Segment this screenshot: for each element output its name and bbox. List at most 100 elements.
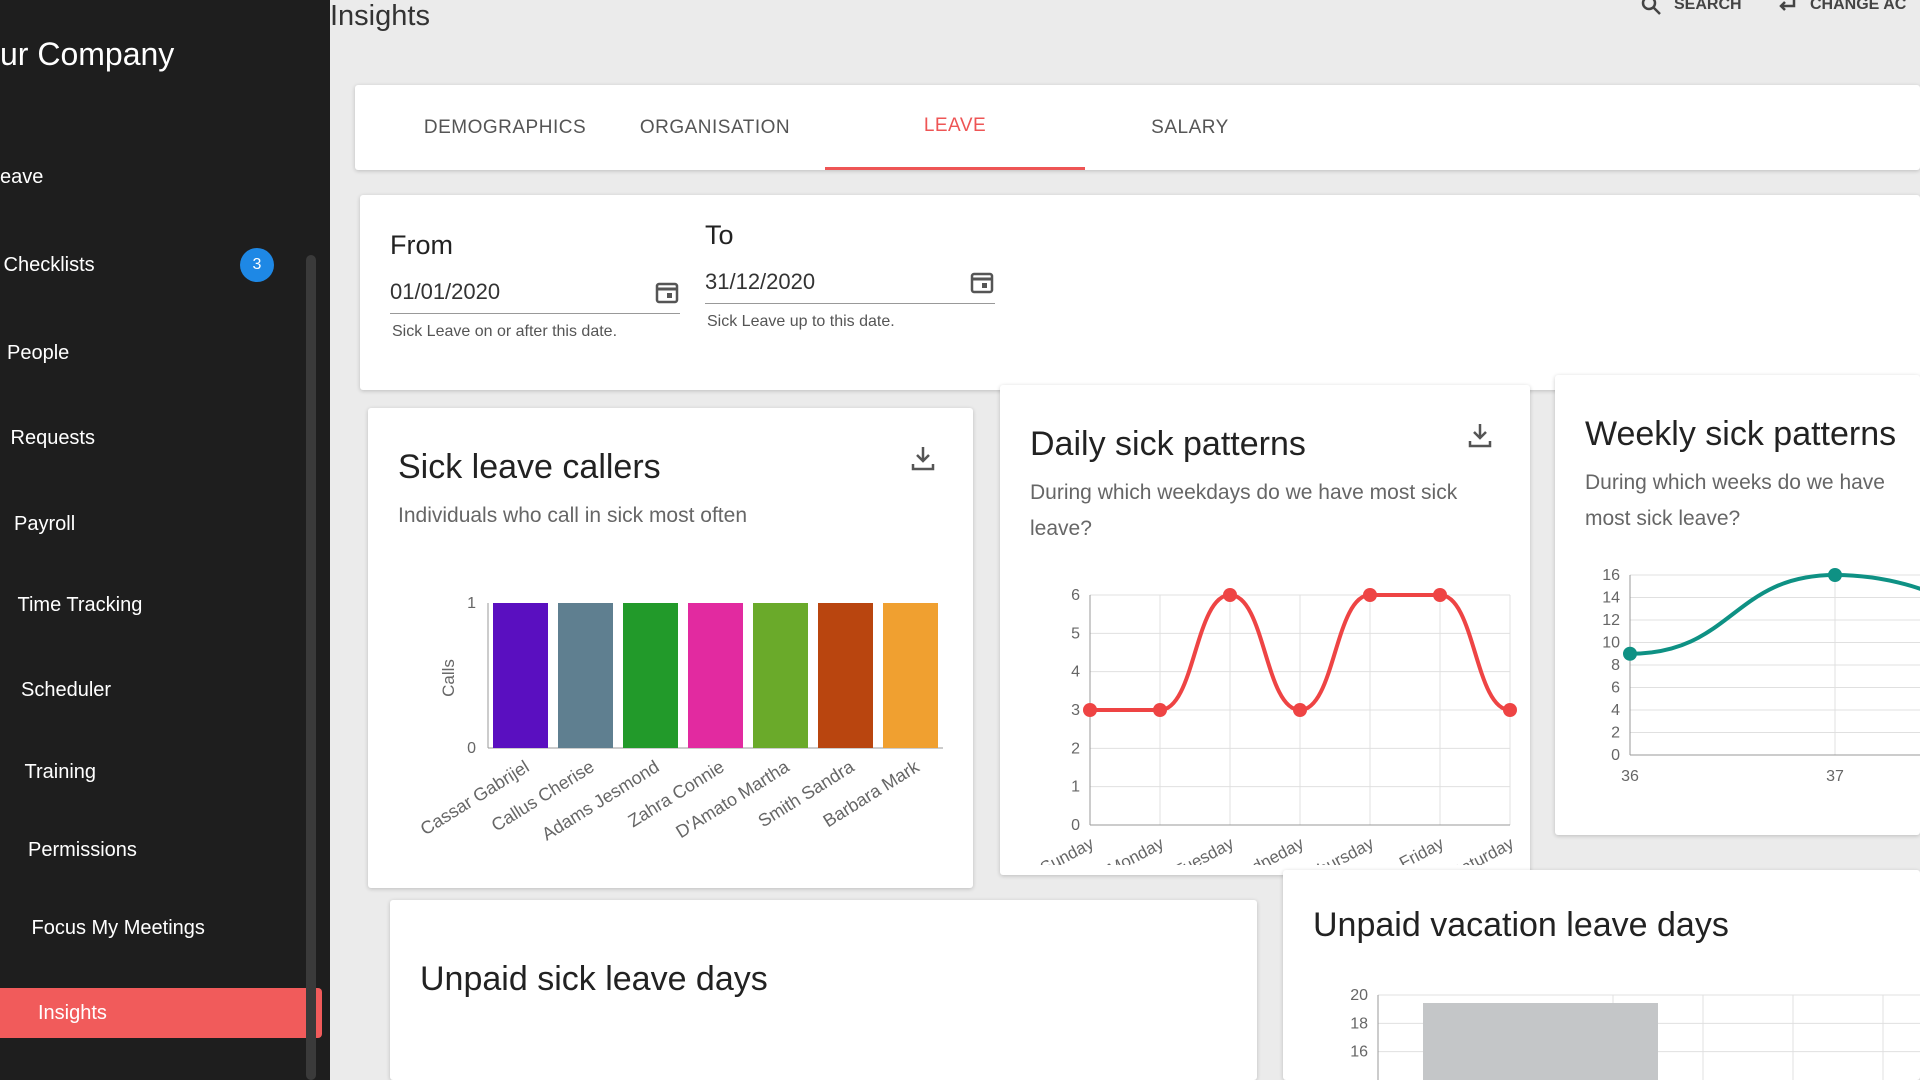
- sidebar-item[interactable]: Payroll: [0, 499, 322, 549]
- sidebar-item[interactable]: Checklists 3: [0, 240, 322, 290]
- y-tick-label: 3: [1071, 702, 1080, 719]
- company-name: ur Company: [0, 36, 175, 72]
- card-title: Unpaid vacation leave days: [1313, 906, 1729, 944]
- from-helper: Sick Leave on or after this date.: [392, 323, 618, 340]
- sidebar-item[interactable]: Focus My Meetings: [0, 903, 322, 953]
- x-tick-label: Friday: [1396, 834, 1447, 865]
- calendar-icon[interactable]: [654, 279, 680, 305]
- to-helper: Sick Leave up to this date.: [707, 313, 895, 330]
- sidebar-item[interactable]: Scheduler: [0, 665, 322, 715]
- weekly-sick-chart: 0 2 4 6 8 10 12 14 16 36 37: [1602, 567, 1920, 785]
- y-tick-label: 6: [1611, 680, 1620, 697]
- y-tick-label: 2: [1071, 740, 1080, 757]
- data-point: [1623, 646, 1637, 661]
- x-tick-label: 37: [1826, 768, 1844, 785]
- y-tick-label: 12: [1602, 612, 1620, 629]
- unpaid-sick-leave-card: Unpaid sick leave days: [390, 900, 1257, 1080]
- y-axis-label: Calls: [439, 659, 458, 697]
- y-tick-label: 0: [1611, 747, 1620, 764]
- data-point: [1503, 703, 1517, 717]
- change-account-button[interactable]: CHANGE AC: [1776, 0, 1906, 16]
- bar: [818, 603, 873, 748]
- sidebar-item[interactable]: Time Tracking: [0, 580, 322, 630]
- bar: [623, 603, 678, 748]
- daily-sick-patterns-card: Daily sick patterns During which weekday…: [1000, 385, 1530, 875]
- x-tick-label: Tuesday: [1171, 834, 1237, 865]
- tab-bar: DEMOGRAPHICS ORGANISATION LEAVE SALARY: [355, 85, 1920, 170]
- y-tick-label: 4: [1071, 664, 1080, 681]
- sidebar-item-label: Training: [24, 760, 97, 783]
- y-tick-label: 2: [1611, 725, 1620, 742]
- sick-leave-callers-card: Sick leave callers Individuals who call …: [368, 408, 973, 888]
- x-tick-label: Thursday: [1305, 834, 1377, 865]
- tab-leave[interactable]: LEAVE: [825, 85, 1085, 170]
- search-button[interactable]: SEARCH: [1640, 0, 1742, 16]
- card-subtitle: Individuals who call in sick most often: [398, 504, 747, 527]
- to-date-input[interactable]: 31/12/2020: [705, 260, 995, 304]
- daily-sick-chart: 0 1 2 3 4 5 6 Sunday Monday TuesdayWednedayThursd…: [1037, 587, 1517, 865]
- unpaid-vacation-leave-card: Unpaid vacation leave days 16 18 20: [1283, 870, 1920, 1080]
- sidebar-item[interactable]: People: [0, 328, 322, 378]
- y-tick-label: 5: [1071, 625, 1080, 642]
- series-line: [1629, 572, 1920, 656]
- unpaid-vacation-chart: 16 18 20: [1350, 987, 1920, 1080]
- download-icon[interactable]: [1466, 421, 1494, 449]
- card-title: Unpaid sick leave days: [420, 960, 768, 998]
- sidebar-item[interactable]: Requests: [0, 413, 322, 463]
- card-subtitle: During which weekdays do we have most si…: [1030, 481, 1458, 540]
- data-point: [1083, 703, 1097, 717]
- bar: [493, 603, 548, 748]
- card-subtitle: During which weeks do we have most sick …: [1585, 471, 1885, 530]
- x-tick-label: Cassar Gabrijel: [417, 756, 533, 839]
- sidebar-item-label: eave: [0, 165, 44, 188]
- tab-organisation[interactable]: ORGANISATION: [639, 116, 791, 138]
- x-tick-label: Sunday: [1037, 834, 1097, 865]
- card-title: Daily sick patterns: [1030, 425, 1306, 463]
- to-label: To: [705, 220, 734, 250]
- y-tick-label: 16: [1350, 1044, 1368, 1061]
- y-tick-label: 18: [1350, 1015, 1368, 1032]
- y-tick-label: 4: [1611, 702, 1620, 719]
- y-tick-label: 14: [1602, 590, 1620, 607]
- sidebar-item-label: Checklists: [3, 253, 95, 276]
- sidebar-item-label: Focus My Meetings: [31, 916, 205, 939]
- calendar-icon[interactable]: [969, 269, 995, 295]
- x-tick-label: Saturday: [1448, 834, 1517, 865]
- x-tick-label: Monday: [1105, 834, 1168, 865]
- sidebar-item-label: Insights: [38, 1001, 107, 1024]
- bar: [883, 603, 938, 748]
- data-point: [1828, 568, 1842, 582]
- x-tick-label: 36: [1621, 768, 1639, 785]
- card-title: Weekly sick patterns: [1585, 415, 1897, 453]
- change-account-label: CHANGE AC: [1810, 0, 1907, 13]
- y-tick-label: 16: [1602, 567, 1620, 584]
- y-tick-label: 1: [1071, 779, 1080, 796]
- download-icon[interactable]: [909, 444, 937, 472]
- y-tick-label: 1: [467, 595, 476, 612]
- search-label: SEARCH: [1674, 0, 1742, 13]
- y-tick-label: 0: [1071, 817, 1080, 834]
- sidebar-item[interactable]: Permissions: [0, 825, 322, 875]
- sidebar-item[interactable]: Training: [0, 747, 322, 797]
- sidebar-item[interactable]: eave: [0, 152, 322, 202]
- sidebar-item-label: People: [7, 341, 70, 364]
- data-point: [1153, 703, 1167, 717]
- bar: [558, 603, 613, 748]
- tab-demographics[interactable]: DEMOGRAPHICS: [423, 116, 587, 138]
- x-tick-label: Adams Jesmond: [538, 756, 662, 844]
- sidebar-item[interactable]: Insights: [0, 988, 322, 1038]
- data-point: [1293, 703, 1307, 717]
- data-point: [1363, 588, 1377, 602]
- from-label: From: [390, 230, 453, 260]
- from-date-value: 01/01/2020: [390, 278, 501, 304]
- sidebar-scrollbar[interactable]: [306, 255, 316, 1080]
- tab-salary[interactable]: SALARY: [1151, 116, 1229, 138]
- data-point: [1223, 588, 1237, 602]
- search-icon: [1641, 0, 1661, 15]
- y-tick-label: 8: [1611, 657, 1620, 674]
- bar: [753, 603, 808, 748]
- sidebar-item-label: Payroll: [14, 512, 76, 535]
- sidebar: ur Company eave Checklists 3 People Requests…: [0, 0, 330, 1080]
- from-date-input[interactable]: 01/01/2020: [390, 270, 680, 314]
